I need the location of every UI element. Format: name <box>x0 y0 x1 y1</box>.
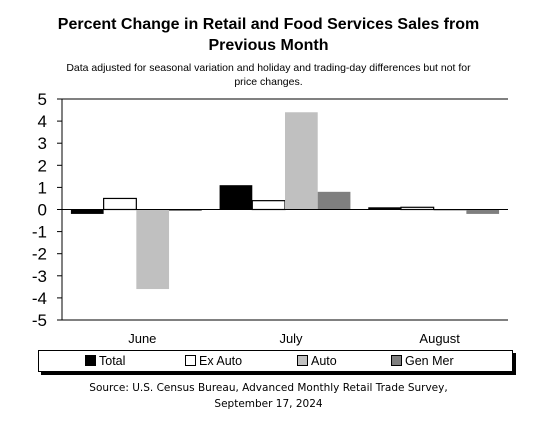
y-tick-label: -4 <box>32 289 47 308</box>
legend-item-auto: Auto <box>297 354 337 368</box>
legend-label-ex-auto: Ex Auto <box>199 354 243 368</box>
source-line-1: Source: U.S. Census Bureau, Advanced Mon… <box>89 382 448 394</box>
bar-gen-mer-july <box>317 191 351 210</box>
y-tick-label: 1 <box>38 178 47 197</box>
y-tick-label: 4 <box>38 112 47 131</box>
chart-subtitle-line-1: Data adjusted for seasonal variation and… <box>66 62 471 74</box>
y-tick-label: -3 <box>32 267 47 286</box>
bar-auto-july <box>285 112 318 210</box>
x-category-label: July <box>279 331 303 346</box>
x-category-label: June <box>128 331 156 346</box>
bar-ex-auto-july <box>251 200 286 211</box>
y-tick-label: -2 <box>32 245 47 264</box>
chart-legend: Total Ex Auto Auto Gen Mer <box>38 350 513 372</box>
y-tick-label: 5 <box>38 90 47 109</box>
legend-swatch-total <box>85 355 96 366</box>
legend-item-gen-mer: Gen Mer <box>391 354 454 368</box>
legend-label-total: Total <box>99 354 126 368</box>
legend-label-auto: Auto <box>311 354 337 368</box>
bars-group <box>70 112 500 290</box>
y-tick-label: 2 <box>38 156 47 175</box>
x-category-label: August <box>419 331 460 346</box>
legend-swatch-ex-auto <box>185 355 196 366</box>
legend-item-total: Total <box>85 354 125 368</box>
chart-title: Percent Change in Retail and Food Servic… <box>0 14 537 56</box>
bar-total-june <box>70 209 104 214</box>
x-axis: June July August <box>128 331 460 346</box>
bar-gen-mer-august <box>466 209 500 214</box>
bar-total-august <box>368 207 401 210</box>
y-tick-label: -5 <box>32 311 47 330</box>
source-note: Source: U.S. Census Bureau, Advanced Mon… <box>0 380 537 412</box>
bar-chart: 5 4 3 2 1 0 -1 -2 -3 -4 -5 June July August <box>32 90 508 346</box>
bar-auto-june <box>136 209 170 290</box>
bar-auto-august <box>433 209 467 211</box>
chart-subtitle-line-2: price changes. <box>234 76 303 88</box>
legend-swatch-gen-mer <box>391 355 402 366</box>
chart-subtitle: Data adjusted for seasonal variation and… <box>0 61 537 89</box>
source-line-2: September 17, 2024 <box>214 398 323 410</box>
legend-label-gen-mer: Gen Mer <box>405 354 454 368</box>
y-tick-label: 3 <box>38 134 47 153</box>
bar-gen-mer-june <box>169 209 202 211</box>
bar-ex-auto-june <box>103 197 137 211</box>
chart-title-line-2: Previous Month <box>208 37 329 54</box>
y-tick-label: -1 <box>32 223 47 242</box>
bar-total-july <box>219 185 253 210</box>
chart-title-line-1: Percent Change in Retail and Food Servic… <box>57 16 480 33</box>
y-tick-label: 0 <box>38 201 47 220</box>
legend-item-ex-auto: Ex Auto <box>185 354 242 368</box>
y-axis: 5 4 3 2 1 0 -1 -2 -3 -4 -5 <box>32 90 62 330</box>
legend-swatch-auto <box>297 355 308 366</box>
